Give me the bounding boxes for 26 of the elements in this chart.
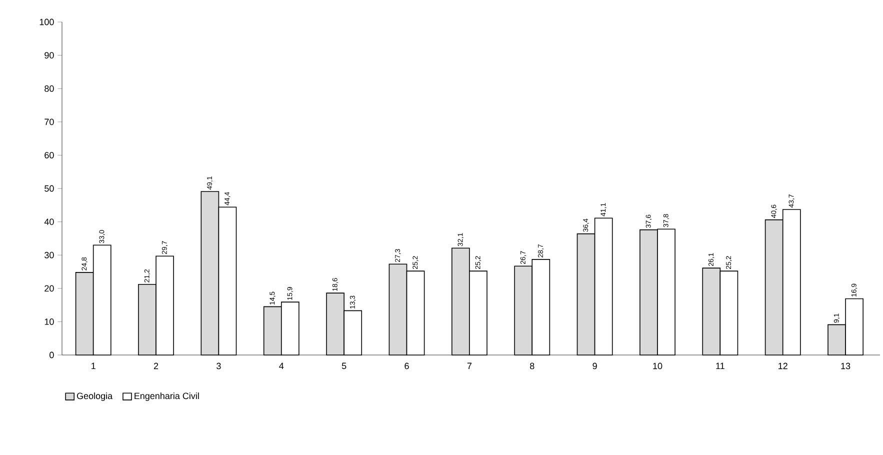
y-tick-label: 90 — [44, 52, 54, 58]
x-tick-label: 11 — [716, 362, 724, 369]
x-tick-label: 8 — [530, 362, 534, 370]
x-tick-label: 6 — [404, 362, 409, 370]
x-tick-label: 10 — [653, 362, 662, 370]
y-tick-label: 0 — [50, 352, 54, 358]
x-tick-label: 9 — [592, 362, 597, 370]
x-tick-label: 2 — [154, 362, 158, 370]
x-tick-label: 3 — [216, 362, 221, 370]
y-tick-label: 60 — [44, 152, 54, 158]
x-tick-label: 1 — [92, 362, 96, 369]
legend-label: Engenharia Civil — [134, 392, 199, 401]
y-tick-label: 20 — [44, 285, 54, 292]
y-tick-label: 70 — [44, 118, 54, 126]
x-tick-label: 13 — [841, 362, 850, 370]
y-tick-label: 30 — [44, 252, 54, 258]
legend-label: Geologia — [76, 392, 113, 401]
y-tick-label: 10 — [44, 318, 54, 325]
y-tick-label: 50 — [44, 185, 54, 192]
y-tick-label: 40 — [44, 218, 54, 225]
x-tick-label: 12 — [778, 362, 788, 370]
x-tick-label: 5 — [342, 362, 346, 370]
x-tick-label: 4 — [279, 362, 284, 369]
x-tick-label: 7 — [467, 362, 472, 369]
y-tick-label: 80 — [44, 85, 54, 92]
y-tick-label: 100 — [40, 18, 54, 26]
